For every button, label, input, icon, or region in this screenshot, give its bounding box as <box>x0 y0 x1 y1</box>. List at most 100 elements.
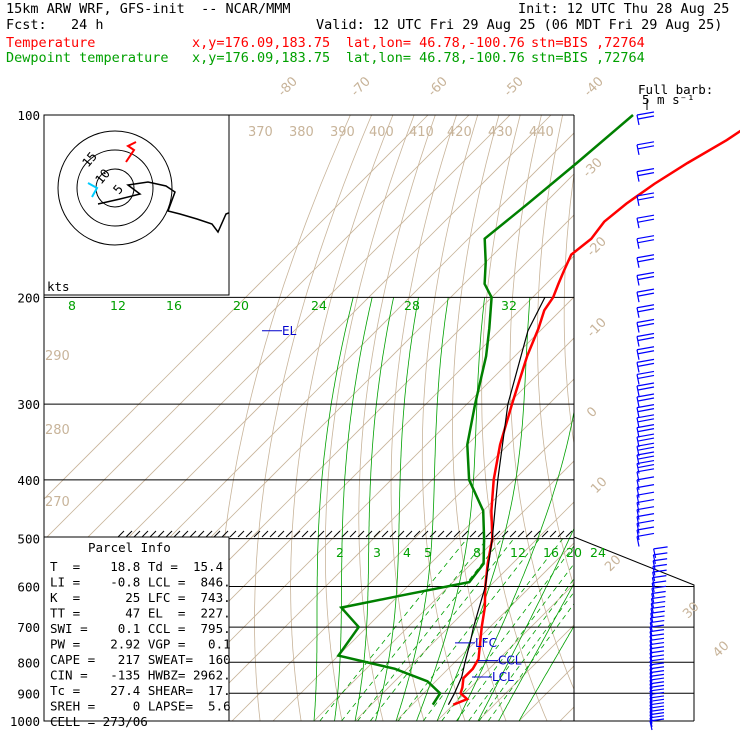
hatch-mark <box>461 530 469 538</box>
parcel-info-row: CIN = -135 HWBZ= 2962. <box>50 668 231 683</box>
wind-barb-flag <box>636 424 655 429</box>
dewpoint-station: stn=BIS ,72764 <box>531 50 645 66</box>
wind-barb <box>652 560 656 570</box>
hatch-mark <box>493 530 501 538</box>
isotherm-line <box>313 460 574 721</box>
wind-barb-flag <box>636 358 655 363</box>
hatch-mark <box>389 530 397 538</box>
hatch-mark <box>173 530 181 538</box>
dewpoint-xy: x,y=176.09,183.75 <box>192 50 331 66</box>
wind-barb-flag <box>637 397 655 402</box>
barb-legend-title: Full barb: <box>638 82 713 97</box>
wind-barb-flag <box>649 688 665 692</box>
isotherm-line <box>559 706 574 721</box>
pressure-tick-label: 1000 <box>10 714 40 729</box>
wind-barb-flag <box>636 111 655 116</box>
wind-barb <box>636 238 640 249</box>
wind-barb <box>636 479 640 490</box>
wind-barb-flag <box>636 442 655 447</box>
wind-barb-flag <box>636 332 655 338</box>
wind-barb-flag <box>649 654 665 658</box>
hatch-mark <box>525 530 533 538</box>
mixing-ratio-line <box>487 603 574 721</box>
wind-barb-flag <box>636 468 655 473</box>
dry-adiabat-line <box>563 171 574 446</box>
dry-adiabat-line <box>358 115 436 721</box>
hatch-mark <box>349 530 357 538</box>
wind-barb-flag <box>637 437 655 442</box>
parcel-info-row: CAPE = 217 SWEAT= 160 <box>50 652 231 667</box>
temperature-latlon: lat,lon= 46.78,-100.76 <box>346 35 525 51</box>
wind-barb-flag <box>649 708 665 712</box>
wind-barb-flag <box>653 546 668 550</box>
hatch-mark <box>149 530 157 538</box>
wind-barb-flag <box>636 404 655 409</box>
wind-barb <box>636 509 640 520</box>
wind-barb-flag <box>636 459 655 465</box>
wind-barb-flag <box>650 615 665 619</box>
hatch-mark <box>213 530 221 538</box>
parcel-info-row: TT = 47 EL = 227. <box>50 606 231 621</box>
wind-barb-flag <box>649 662 665 666</box>
isotherm-label: -40 <box>581 74 607 100</box>
wind-barb-flag <box>636 168 655 173</box>
hodograph-box <box>43 114 230 296</box>
hatch-mark <box>397 530 405 538</box>
hatch-mark <box>133 530 141 538</box>
dry-adiabat-line <box>687 115 740 721</box>
mixing-ratio-label: 12 <box>110 298 126 313</box>
parcel-info-row: SWI = 0.1 CCL = 795. <box>50 621 231 636</box>
level-marker-label: LCL <box>492 670 514 684</box>
wind-barb-flag <box>649 691 665 696</box>
pressure-tick-label: 200 <box>17 290 40 305</box>
wind-barb-flag <box>636 498 655 504</box>
wind-barb-flag <box>636 192 655 197</box>
mixing-ratio-line <box>357 538 503 721</box>
wind-barb <box>636 374 640 385</box>
wind-barb-flag <box>637 350 655 355</box>
wind-barb <box>636 427 640 438</box>
mixing-ratio-line <box>441 545 574 721</box>
temperature-line <box>452 129 740 706</box>
theta-labels: 370 380 390 400 410 420 430 440 290 280 270 <box>45 125 554 510</box>
wind-barb-flag <box>649 624 665 628</box>
wind-barb-flag <box>637 218 655 223</box>
wind-barb <box>649 697 653 708</box>
hatch-mark <box>189 530 197 538</box>
wind-barb-flag <box>649 673 665 677</box>
hatch-mark <box>125 530 133 538</box>
wind-barb <box>652 554 656 565</box>
isotherm-label: -20 <box>584 234 610 260</box>
parcel-info-table: Parcel Info T = 18.8 Td = 15.4LI = -0.8 L… <box>50 540 231 729</box>
hatch-mark <box>373 530 381 538</box>
hatch-mark <box>269 530 277 538</box>
isotherm-label: -50 <box>501 74 527 100</box>
parcel-info-row: K = 25 LFC = 743. <box>50 590 231 605</box>
dry-adiabat-line <box>481 115 548 721</box>
hatch-marks <box>117 530 573 538</box>
isotherm-label: -80 <box>275 74 301 100</box>
wind-barb-flag <box>636 414 655 419</box>
hatch-mark <box>517 530 525 538</box>
wind-barb-flag <box>653 552 668 556</box>
level-marker-label: CCL <box>498 654 522 668</box>
isotherm-label: -30 <box>580 155 606 181</box>
theta-label: 270 <box>45 495 70 510</box>
isotherm-line <box>354 501 574 721</box>
pressure-tick-label: 400 <box>17 473 40 488</box>
hatch-mark <box>429 530 437 538</box>
mixing-ratio-line <box>341 538 488 721</box>
mixing-ratio-line <box>369 538 515 721</box>
dewpoint-latlon: lat,lon= 46.78,-100.76 <box>346 50 525 66</box>
wind-barb <box>636 362 640 373</box>
hatch-mark <box>237 530 245 538</box>
hatch-mark <box>245 530 253 538</box>
wind-barb-flag <box>649 650 665 654</box>
wind-barb-flag <box>636 382 655 387</box>
mixing-ratio-label: 3 <box>373 545 381 560</box>
wind-barb-flag <box>637 145 655 150</box>
wind-barb-flag <box>652 569 667 573</box>
dry-adiabat-line <box>390 115 457 721</box>
wind-barb-flag <box>651 595 666 600</box>
mixing-ratio-line <box>478 591 574 721</box>
